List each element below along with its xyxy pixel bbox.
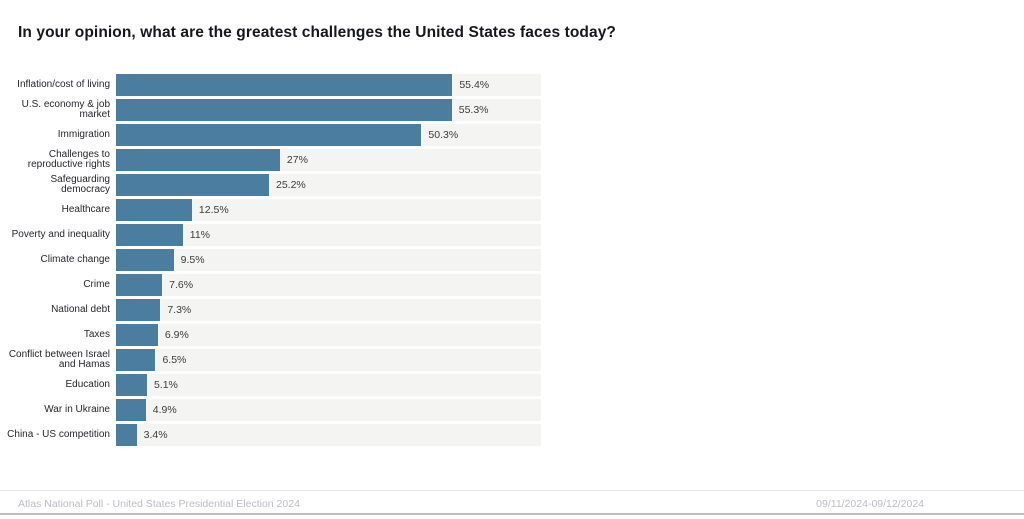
bar-row: Healthcare 12.5% <box>0 199 1024 221</box>
bar-row: China - US competition 3.4% <box>0 424 1024 446</box>
bar-chart: Inflation/cost of living 55.4% U.S. econom… <box>0 74 1024 449</box>
value-label: 4.9% <box>152 404 177 416</box>
bar-track: 5.1% <box>116 374 541 396</box>
category-label: Crime <box>83 278 110 290</box>
value-label: 12.5% <box>198 204 229 216</box>
bar <box>116 99 452 121</box>
bar <box>116 124 422 146</box>
category-label: U.S. economy & job market <box>21 98 110 120</box>
category-label: War in Ukraine <box>44 403 110 415</box>
bar <box>116 174 269 196</box>
bar <box>116 149 280 171</box>
category-label: Conflict between Israel and Hamas <box>8 348 110 370</box>
bar <box>116 324 158 346</box>
category-label: Healthcare <box>61 203 110 215</box>
bar-track: 55.3% <box>116 99 541 121</box>
value-label: 27% <box>286 154 308 166</box>
bar-row: Challenges to reproductive rights 27% <box>0 149 1024 171</box>
bar-track: 55.4% <box>116 74 541 96</box>
category-label: Challenges to reproductive rights <box>27 148 110 170</box>
value-label: 9.5% <box>180 254 205 266</box>
page-title: In your opinion, what are the greatest c… <box>18 24 616 41</box>
value-label: 55.4% <box>459 79 490 91</box>
category-label: Education <box>65 378 110 390</box>
bar-track: 7.6% <box>116 274 541 296</box>
value-label: 6.5% <box>162 354 187 366</box>
bar-row: Climate change 9.5% <box>0 249 1024 271</box>
category-label: China - US competition <box>7 428 110 440</box>
bar-track: 6.5% <box>116 349 541 371</box>
bar <box>116 349 156 371</box>
date-range-text: 09/11/2024-09/12/2024 <box>816 498 924 510</box>
bar-row: Education 5.1% <box>0 374 1024 396</box>
bar-track: 12.5% <box>116 199 541 221</box>
bar <box>116 424 137 446</box>
bar-row: Poverty and inequality 11% <box>0 224 1024 246</box>
value-label: 55.3% <box>458 104 489 116</box>
bar <box>116 374 147 396</box>
value-label: 25.2% <box>276 179 306 191</box>
bar <box>116 249 174 271</box>
category-label: Poverty and inequality <box>11 228 110 240</box>
bar-track: 9.5% <box>116 249 541 271</box>
bar-row: National debt 7.3% <box>0 299 1024 321</box>
value-label: 7.6% <box>169 279 194 291</box>
value-label: 7.3% <box>167 304 192 316</box>
bar <box>116 274 163 296</box>
bar <box>116 399 146 421</box>
bar-row: Conflict between Israel and Hamas 6.5% <box>0 349 1024 371</box>
bar-track: 50.3% <box>116 124 541 146</box>
category-label: Immigration <box>57 128 110 140</box>
category-label: Taxes <box>83 328 110 340</box>
chart-rows: Inflation/cost of living 55.4% U.S. econom… <box>0 74 1024 446</box>
bar-row: Safeguarding democracy 25.2% <box>0 174 1024 196</box>
category-label: Inflation/cost of living <box>17 78 110 90</box>
source-text: Atlas National Poll - United States Pres… <box>18 498 300 510</box>
bottom-border <box>0 513 1024 515</box>
value-label: 50.3% <box>428 129 459 141</box>
bar-row: War in Ukraine 4.9% <box>0 399 1024 421</box>
value-label: 11% <box>189 229 211 241</box>
bar-track: 4.9% <box>116 399 541 421</box>
bar-track: 3.4% <box>116 424 541 446</box>
bar <box>116 199 192 221</box>
bar-track: 11% <box>116 224 541 246</box>
bar <box>116 74 453 96</box>
bar-row: Immigration 50.3% <box>0 124 1024 146</box>
category-label: Climate change <box>40 253 110 265</box>
value-label: 6.9% <box>164 329 189 341</box>
bar <box>116 224 183 246</box>
bar-track: 25.2% <box>116 174 541 196</box>
bar-row: Inflation/cost of living 55.4% <box>0 74 1024 96</box>
value-label: 3.4% <box>143 429 168 441</box>
bar <box>116 299 161 321</box>
bar-track: 6.9% <box>116 324 541 346</box>
bar-row: Taxes 6.9% <box>0 324 1024 346</box>
category-label: Safeguarding democracy <box>50 173 111 195</box>
footer-divider <box>0 490 1024 491</box>
bar-track: 27% <box>116 149 541 171</box>
bar-track: 7.3% <box>116 299 541 321</box>
bar-row: U.S. economy & job market 55.3% <box>0 99 1024 121</box>
bar-row: Crime 7.6% <box>0 274 1024 296</box>
value-label: 5.1% <box>153 379 178 391</box>
category-label: National debt <box>51 303 110 315</box>
